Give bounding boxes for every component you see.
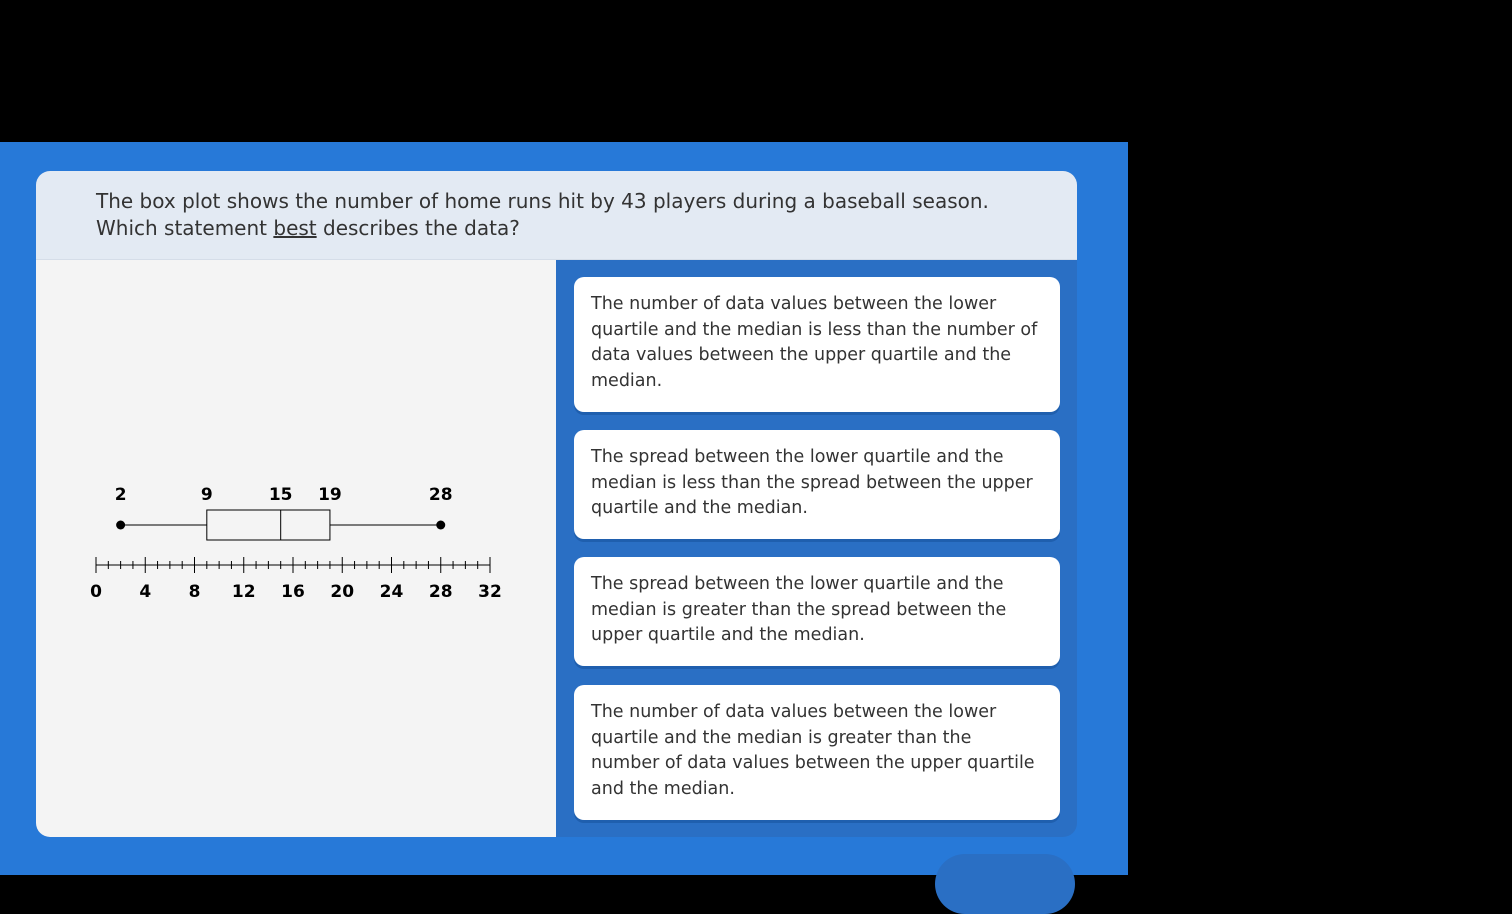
tick-label: 24 bbox=[380, 582, 404, 602]
figure-panel: 2 9 15 19 28 0 4 8 12 16 20 24 28 32 bbox=[36, 260, 556, 837]
tick-label: 16 bbox=[281, 582, 305, 602]
tick-label: 8 bbox=[189, 582, 201, 602]
answer-option-4[interactable]: The number of data values between the lo… bbox=[574, 685, 1060, 820]
question-text-part: Which statement bbox=[96, 216, 274, 240]
tick-label: 32 bbox=[478, 582, 502, 602]
tick-label: 12 bbox=[232, 582, 256, 602]
value-label: 9 bbox=[201, 485, 213, 505]
question-text: The box plot shows the number of home ru… bbox=[36, 171, 1077, 260]
quiz-stage: The box plot shows the number of home ru… bbox=[0, 142, 1128, 914]
question-line-1: The box plot shows the number of home ru… bbox=[96, 189, 989, 213]
question-line-2: Which statement best describes the data? bbox=[96, 215, 1077, 242]
answer-option-1[interactable]: The number of data values between the lo… bbox=[574, 277, 1060, 412]
box bbox=[206, 509, 331, 541]
max-point bbox=[436, 520, 446, 530]
tick-label: 20 bbox=[330, 582, 354, 602]
tick-label: 4 bbox=[139, 582, 151, 602]
value-label: 28 bbox=[429, 485, 453, 505]
question-card: The box plot shows the number of home ru… bbox=[36, 171, 1077, 837]
value-label: 19 bbox=[318, 485, 342, 505]
answer-option-3[interactable]: The spread between the lower quartile an… bbox=[574, 557, 1060, 666]
min-point bbox=[116, 520, 126, 530]
next-button[interactable] bbox=[935, 854, 1075, 914]
emphasis-word: best bbox=[273, 216, 317, 240]
answer-option-2[interactable]: The spread between the lower quartile an… bbox=[574, 430, 1060, 539]
question-text-part: describes the data? bbox=[316, 216, 520, 240]
value-label: 15 bbox=[269, 485, 293, 505]
box-plot: 2 9 15 19 28 0 4 8 12 16 20 24 28 32 bbox=[90, 485, 502, 602]
tick-label: 28 bbox=[429, 582, 453, 602]
value-label: 2 bbox=[115, 485, 127, 505]
tick-label: 0 bbox=[90, 582, 102, 602]
